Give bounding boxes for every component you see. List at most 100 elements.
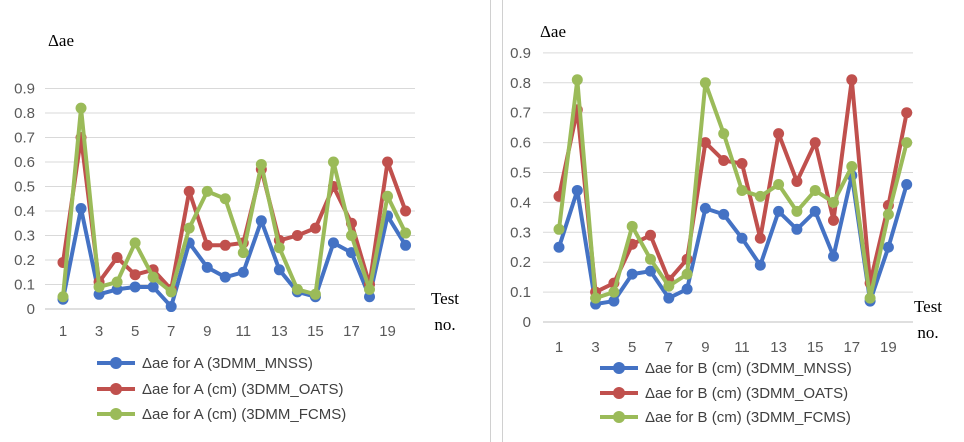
data-point-a-3 — [237, 247, 249, 259]
y-tick-label: 0.4 — [14, 203, 35, 220]
data-point-a-2 — [219, 239, 231, 251]
series-line-b-3 — [557, 77, 909, 301]
x-tick-label: 11 — [734, 339, 750, 356]
data-point-a-1 — [147, 281, 159, 293]
data-point-b-1 — [882, 241, 894, 253]
x-tick-label: 11 — [236, 323, 252, 340]
x-tick-label: 13 — [770, 339, 787, 356]
data-point-b-2 — [828, 214, 839, 226]
legend-swatch-marker — [110, 408, 122, 420]
legend-label: Δae for B (cm) (3DMM_OATS) — [645, 385, 848, 402]
x-tick-label: 9 — [701, 339, 709, 356]
data-point-a-2 — [201, 239, 213, 251]
data-point-a-3 — [345, 230, 357, 241]
legend-swatch-marker — [110, 357, 122, 369]
x-tick-label: 7 — [167, 323, 175, 340]
data-point-a-3 — [291, 283, 303, 295]
data-point-b-3 — [864, 292, 876, 304]
y-tick-label: 0.9 — [14, 81, 35, 98]
y-tick-label: 0.4 — [510, 194, 531, 211]
x-tick-label: 13 — [271, 323, 288, 340]
x-axis-label: no. — [434, 315, 455, 334]
y-tick-label: 0.1 — [510, 284, 531, 301]
legend-label: Δae for A (3DMM_MNSS) — [142, 355, 313, 372]
y-axis-label: Δae — [540, 22, 566, 41]
x-tick-label: 19 — [880, 339, 897, 356]
chart-panel-b: 0 0.1 0.2 0.3 0.4 0.5 0.6 0.7 0.8 0.9 Δae 1 3 5 7 9 11 13… — [502, 0, 964, 442]
x-tick-label: 1 — [555, 339, 563, 356]
data-point-b-3 — [590, 292, 602, 304]
data-point-b-3 — [699, 77, 711, 89]
x-tick-label: 15 — [307, 323, 324, 340]
legend-label: Δae for B (cm) (3DMM_MNSS) — [645, 360, 852, 377]
data-point-b-3 — [608, 286, 620, 298]
data-point-b-3 — [773, 178, 785, 190]
data-point-a-3 — [400, 227, 412, 239]
data-point-b-1 — [901, 178, 913, 190]
legend-swatch-marker — [613, 387, 625, 399]
y-tick-label: 0.3 — [510, 224, 531, 241]
data-point-b-2 — [846, 74, 858, 86]
data-point-b-3 — [809, 184, 821, 196]
x-tick-label: 19 — [379, 323, 396, 340]
data-point-b-2 — [901, 107, 913, 119]
data-point-a-2 — [309, 222, 321, 234]
data-point-b-3 — [736, 184, 748, 196]
data-point-a-3 — [309, 288, 321, 300]
data-point-a-3 — [111, 276, 123, 288]
y-tick-label: 0.8 — [510, 75, 531, 92]
data-point-a-1 — [273, 264, 285, 276]
data-point-b-3 — [663, 280, 675, 292]
data-point-b-3 — [626, 220, 638, 232]
y-tick-label: 0.6 — [14, 154, 35, 171]
y-tick-label: 0 — [27, 301, 35, 318]
y-tick-label: 0 — [523, 314, 531, 331]
y-tick-label: 0.6 — [510, 135, 531, 152]
data-point-b-3 — [901, 137, 913, 149]
data-point-a-3 — [183, 222, 195, 234]
data-point-a-1 — [219, 271, 231, 283]
data-point-a-3 — [147, 271, 159, 283]
data-point-b-2 — [791, 175, 803, 187]
data-point-b-1 — [553, 241, 565, 253]
x-tick-label: 7 — [665, 339, 673, 356]
data-point-b-3 — [754, 190, 766, 202]
data-point-a-1 — [400, 239, 412, 251]
x-tick-label: 5 — [628, 339, 636, 356]
data-point-b-3 — [718, 128, 730, 140]
data-point-a-3 — [165, 286, 177, 298]
data-point-a-3 — [93, 281, 105, 293]
data-point-a-3 — [364, 283, 376, 295]
legend-swatch-marker — [613, 411, 625, 423]
data-point-b-3 — [681, 268, 693, 280]
data-point-a-2 — [382, 156, 394, 168]
data-point-a-1 — [201, 261, 213, 273]
legend-label: Δae for B (cm) (3DMM_FCMS) — [645, 409, 851, 426]
data-point-b-3 — [791, 205, 803, 217]
data-point-a-3 — [57, 291, 69, 303]
data-point-a-3 — [75, 102, 87, 114]
legend-label: Δae for A (cm) (3DMM_FCMS) — [142, 406, 346, 423]
x-tick-label: 17 — [343, 323, 360, 340]
data-point-a-3 — [129, 237, 141, 249]
x-axis-label: Test — [431, 289, 459, 308]
data-point-b-1 — [681, 283, 693, 295]
data-point-b-1 — [791, 223, 803, 235]
legend-label: Δae for A (cm) (3DMM_OATS) — [142, 381, 343, 398]
data-point-b-1 — [718, 208, 730, 220]
data-point-b-3 — [846, 161, 858, 173]
data-point-b-2 — [754, 232, 766, 244]
chart-panel-a: 0 0.1 0.2 0.3 0.4 0.5 0.6 0.7 0.8 0.9 Δae 1 3 5 7 9 11 13… — [14, 0, 491, 442]
y-axis-label: Δae — [48, 31, 74, 50]
x-tick-label: 3 — [95, 323, 103, 340]
x-axis-label: Test — [914, 297, 942, 316]
data-point-b-2 — [736, 158, 748, 170]
x-tick-label: 17 — [843, 339, 860, 356]
data-point-b-2 — [718, 155, 730, 167]
y-tick-label: 0.9 — [510, 45, 531, 62]
x-tick-label: 3 — [591, 339, 599, 356]
data-point-a-1 — [165, 301, 177, 313]
data-point-a-2 — [400, 205, 412, 217]
